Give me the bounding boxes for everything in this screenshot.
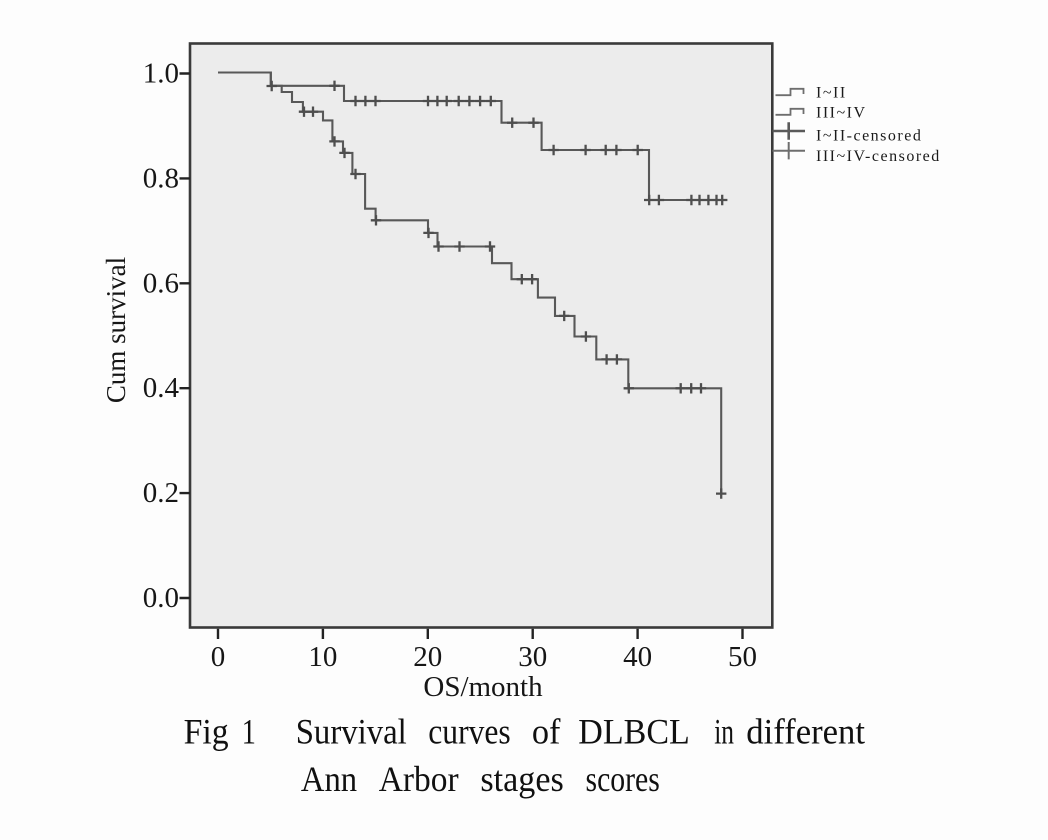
- svg-text:scores: scores: [586, 759, 660, 799]
- svg-text:0.4: 0.4: [143, 372, 180, 404]
- svg-text:Ann: Ann: [301, 759, 357, 799]
- svg-text:30: 30: [518, 641, 547, 673]
- svg-text:DLBCL: DLBCL: [578, 712, 690, 752]
- svg-text:different: different: [746, 712, 865, 752]
- svg-text:I~II: I~II: [816, 85, 847, 102]
- svg-text:0.2: 0.2: [143, 477, 179, 509]
- svg-text:in: in: [714, 712, 734, 752]
- svg-text:III~IV-censored: III~IV-censored: [816, 148, 941, 165]
- svg-text:Arbor: Arbor: [379, 759, 459, 799]
- svg-text:of: of: [532, 712, 561, 752]
- svg-text:stages: stages: [480, 759, 563, 799]
- svg-text:0.0: 0.0: [143, 582, 179, 614]
- svg-text:1: 1: [242, 712, 256, 752]
- svg-text:0.6: 0.6: [143, 267, 179, 299]
- svg-text:0.8: 0.8: [143, 162, 179, 194]
- svg-text:20: 20: [413, 641, 442, 673]
- svg-text:0: 0: [211, 641, 226, 673]
- svg-text:Survival: Survival: [296, 712, 407, 752]
- svg-text:curves: curves: [428, 712, 510, 752]
- svg-text:III~IV: III~IV: [816, 105, 867, 122]
- svg-text:OS/month: OS/month: [423, 671, 543, 703]
- svg-text:I~II-censored: I~II-censored: [816, 128, 922, 145]
- svg-text:50: 50: [728, 641, 757, 673]
- svg-text:10: 10: [308, 641, 337, 673]
- svg-text:1.0: 1.0: [143, 58, 179, 90]
- svg-text:Cum survival: Cum survival: [101, 257, 131, 403]
- svg-text:Fig: Fig: [184, 712, 229, 752]
- svg-text:40: 40: [623, 641, 652, 673]
